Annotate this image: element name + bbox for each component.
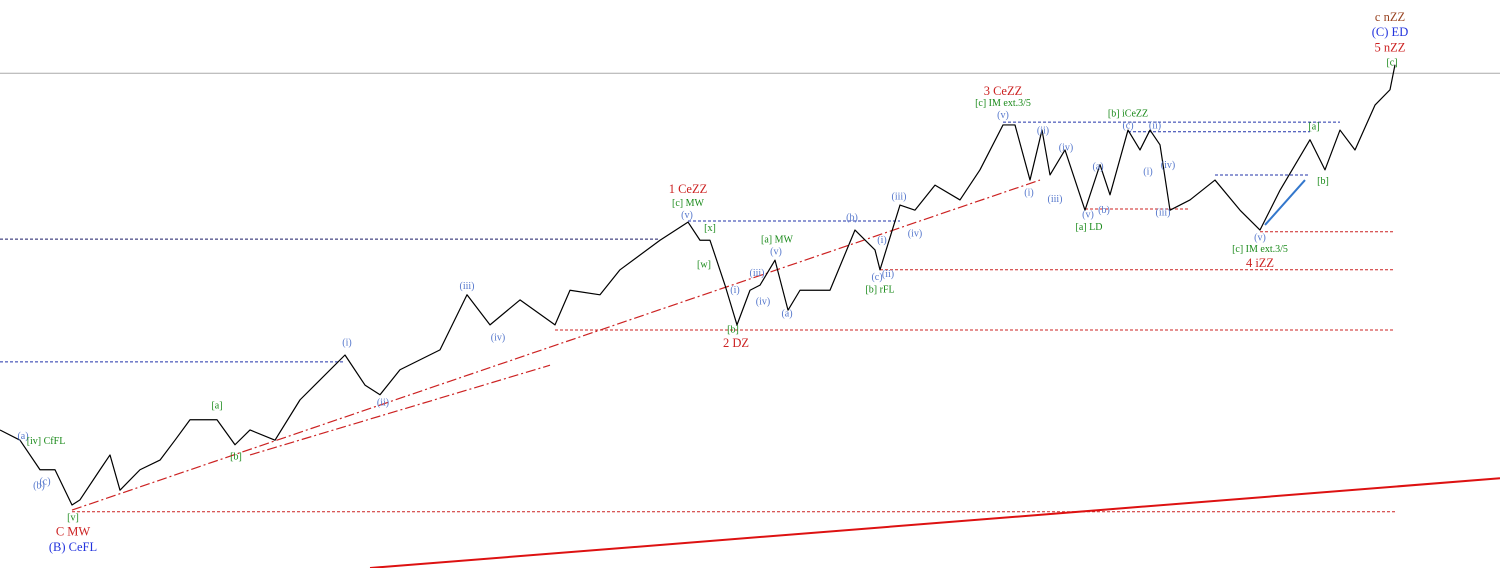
trend-line [1264, 179, 1306, 226]
wave-label: (ii) [1037, 126, 1049, 137]
wave-label: (B) CeFL [49, 540, 97, 554]
wave-label: 5 nZZ [1375, 41, 1406, 55]
wave-label: (a) [17, 431, 28, 442]
wave-label: (v) [770, 246, 782, 257]
wave-label: [a] [1308, 122, 1319, 133]
wave-label: (iii) [892, 191, 907, 202]
wave-label: (v) [1254, 232, 1266, 243]
wave-label: (v) [997, 110, 1009, 121]
wave-label: [b] [727, 324, 739, 335]
trend-line [71, 179, 1041, 511]
wave-label: [c] IM ext.3/5 [1232, 244, 1288, 255]
wave-label: (C) ED [1372, 25, 1408, 39]
wave-label: (a) [781, 308, 792, 319]
wave-label: (i) [1024, 187, 1033, 198]
wave-label: (b) [846, 212, 858, 223]
wave-label: [w] [697, 260, 711, 271]
wave-label: (iv) [1161, 160, 1175, 171]
wave-label: (iii) [1048, 194, 1063, 205]
wave-label: (i) [1143, 166, 1152, 177]
wave-label: (iii) [460, 281, 475, 292]
wave-label: (ii) [377, 398, 389, 409]
wave-label: [a] MW [761, 235, 793, 246]
wave-label: 3 CeZZ [984, 84, 1023, 98]
wave-label: 1 CeZZ [669, 182, 708, 196]
wave-label: [b] rFL [865, 285, 894, 296]
wave-label: [iv] CfFL [27, 436, 66, 447]
wave-label: c nZZ [1375, 10, 1405, 24]
wave-label: (a) [1092, 161, 1103, 172]
wave-label: (iv) [908, 228, 922, 239]
wave-label: 4 iZZ [1246, 256, 1274, 270]
wave-label: (c) [39, 477, 50, 488]
wave-label: (i) [342, 337, 351, 348]
wave-label: (iii) [1156, 207, 1171, 218]
wave-label: (iv) [756, 296, 770, 307]
wave-label: (b) [1098, 205, 1110, 216]
wave-label: 2 DZ [723, 336, 749, 350]
wave-label: (i) [730, 285, 739, 296]
wave-label: [a] LD [1076, 222, 1103, 233]
wave-label: (iv) [1059, 143, 1073, 154]
wave-label: (ii) [1149, 120, 1161, 131]
wave-label: (b) [33, 481, 45, 492]
wave-label: [b] [1317, 176, 1329, 187]
wave-label: [x] [704, 223, 716, 234]
wave-label: [v] [67, 512, 79, 523]
wave-label: [a] [211, 400, 222, 411]
wave-label: [b] [230, 452, 242, 463]
wave-label: (c) [1122, 120, 1133, 131]
wave-label: [b] iCeZZ [1108, 108, 1148, 119]
trend-line [369, 477, 1500, 568]
trend-line [249, 364, 551, 456]
wave-label: (v) [1082, 210, 1094, 221]
wave-label: (v) [681, 210, 693, 221]
wave-label: [c] IM ext.3/5 [975, 98, 1031, 109]
wave-label: [c] [1386, 57, 1397, 68]
wave-label: (i) [877, 235, 886, 246]
price-line [0, 64, 1396, 506]
wave-label: C MW [56, 525, 91, 539]
wave-label: (iv) [491, 332, 505, 343]
wave-label: (c) [871, 272, 882, 283]
wave-label: (ii) [882, 269, 894, 280]
wave-label: (iii) [750, 268, 765, 279]
wave-label: [c] MW [672, 198, 704, 209]
